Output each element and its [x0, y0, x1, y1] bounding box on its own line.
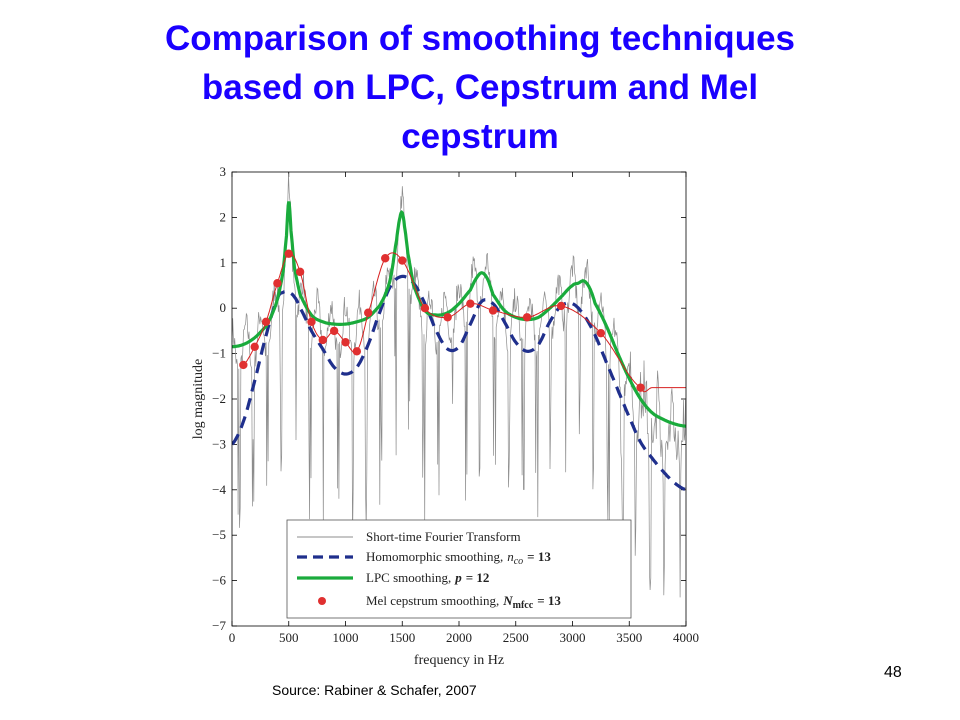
legend-homomorphic-rhs: = 13 [527, 549, 551, 564]
stft-line [232, 173, 686, 598]
x-tick-label: 0 [229, 630, 236, 645]
homomorphic-series [232, 274, 686, 492]
legend-homomorphic-var: n [507, 549, 514, 564]
legend-lpc-rhs: = 12 [466, 570, 490, 585]
stft-series [232, 173, 686, 598]
y-tick-label: −3 [212, 436, 226, 451]
mel-point [329, 326, 339, 336]
tick-labels: 0 500 1000 1500 2000 2500 3000 3500 4000 3 2 1 0 −1 −2… [212, 164, 699, 645]
legend-homomorphic-prefix: Homomorphic smoothing, [366, 549, 503, 564]
legend-mel-sub: mfcc [513, 600, 534, 611]
slide-title: Comparison of smoothing techniques based… [60, 14, 900, 161]
legend-box [286, 519, 632, 619]
legend-homomorphic-label: Homomorphic smoothing, nco = 13 [366, 549, 551, 567]
x-tick-label: 1500 [389, 630, 415, 645]
title-line-2: based on LPC, Cepstrum and Mel [201, 68, 759, 107]
title-line-1: Comparison of smoothing techniques [164, 19, 796, 58]
mel-point [364, 308, 373, 317]
y-tick-label: 3 [220, 164, 227, 179]
mel-series [239, 249, 686, 393]
legend-mel-prefix: Mel cepstrum smoothing, [366, 593, 499, 608]
mel-point [522, 313, 532, 322]
mel-point [250, 342, 259, 351]
y-tick-label: 1 [220, 255, 227, 270]
mel-point [352, 347, 362, 356]
x-tick-label: 2000 [446, 630, 472, 645]
legend-lpc-var: p [454, 570, 462, 585]
legend-mel-swatch [318, 597, 326, 605]
plot-frame [231, 171, 687, 627]
slide-number: 48 [884, 664, 902, 681]
mel-line [242, 252, 686, 393]
legend-homomorphic-sub: co [514, 556, 523, 567]
mel-point [284, 249, 293, 258]
legend-mel-var: N [502, 593, 513, 608]
mel-point [381, 254, 390, 263]
x-tick-label: 2500 [503, 630, 529, 645]
legend: Short-time Fourier Transform Homomorphic… [286, 519, 632, 619]
mel-point [273, 279, 282, 288]
y-tick-label: −1 [212, 346, 226, 361]
mel-point [466, 299, 475, 308]
x-axis-label: frequency in Hz [414, 653, 504, 668]
legend-stft-label: Short-time Fourier Transform [366, 529, 521, 544]
mel-point [636, 383, 645, 392]
mel-point [239, 360, 248, 370]
mel-point [307, 317, 316, 327]
y-tick-label: 0 [220, 300, 227, 315]
y-axis-label: log magnitude [191, 359, 206, 440]
y-tick-label: 2 [220, 209, 227, 224]
x-tick-label: 3500 [616, 630, 642, 645]
mel-point [556, 301, 566, 311]
x-tick-label: 500 [279, 630, 299, 645]
x-tick-label: 3000 [560, 630, 586, 645]
x-tick-label: 1000 [333, 630, 359, 645]
y-tick-label: −5 [212, 527, 226, 542]
y-tick-label: −2 [212, 391, 226, 406]
title-line-3: cepstrum [401, 117, 559, 156]
mel-point [341, 338, 350, 347]
x-tick-label: 4000 [673, 630, 699, 645]
legend-mel-label: Mel cepstrum smoothing, Nmfcc = 13 [366, 593, 561, 611]
mel-point [596, 328, 606, 338]
y-tick-label: −7 [212, 618, 226, 633]
mel-point [443, 313, 452, 322]
mel-point [488, 306, 498, 315]
mel-point [318, 335, 327, 345]
mel-point [295, 267, 305, 277]
mel-point [261, 317, 271, 327]
legend-mel-rhs: = 13 [537, 593, 561, 608]
lpc-line [232, 201, 686, 428]
mel-point [420, 304, 430, 313]
y-tick-label: −4 [212, 482, 226, 497]
source-citation: Source: Rabiner & Schafer, 2007 [272, 682, 477, 698]
lpc-series [232, 201, 686, 428]
homomorphic-line [232, 274, 686, 492]
legend-lpc-prefix: LPC smoothing, [366, 570, 451, 585]
y-tick-label: −6 [212, 573, 226, 588]
mel-point [398, 256, 407, 265]
legend-lpc-label: LPC smoothing, p = 12 [366, 570, 489, 585]
